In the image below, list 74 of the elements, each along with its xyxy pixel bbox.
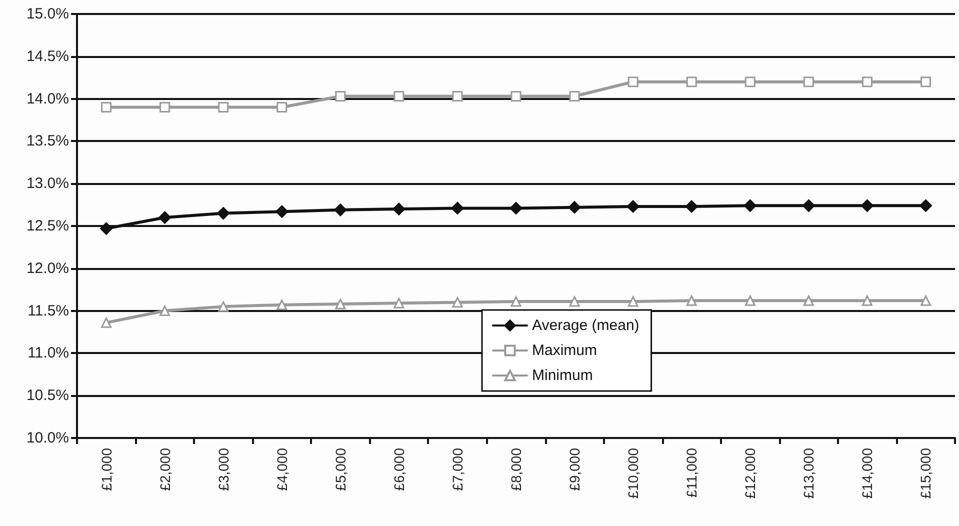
y-tick-label: 13.0%	[26, 175, 69, 192]
x-tick-label: £3,000	[215, 448, 232, 491]
x-tick-label: £1,000	[98, 448, 114, 491]
point	[160, 306, 170, 316]
point	[628, 76, 638, 88]
x-tick-label: £12,000	[742, 448, 758, 499]
point	[744, 295, 756, 306]
point	[510, 296, 522, 307]
point	[452, 91, 463, 102]
point	[335, 298, 346, 310]
point	[452, 297, 463, 308]
y-tick-label: 15.0%	[26, 6, 69, 22]
point	[628, 296, 638, 307]
legend-label: Average (mean)	[532, 317, 640, 334]
point	[802, 199, 815, 212]
y-tick-label: 10.5%	[26, 387, 69, 404]
point	[686, 76, 697, 88]
y-tick-label: 11.0%	[28, 344, 69, 362]
x-tick-label: £6,000	[390, 448, 407, 491]
point	[100, 222, 113, 235]
x-tick-label: £11,000	[684, 448, 700, 498]
x-tick-label: £5,000	[332, 448, 348, 491]
y-tick-label: 14.0%	[26, 90, 69, 108]
point	[218, 301, 229, 312]
point	[919, 199, 932, 212]
point	[568, 201, 581, 214]
point	[744, 76, 756, 88]
point	[744, 199, 756, 212]
x-tick-label: £13,000	[800, 448, 817, 499]
y-tick-label: 11.5%	[28, 302, 69, 320]
y-tick-label: 13.5%	[26, 132, 69, 150]
point	[158, 211, 172, 224]
point	[394, 91, 404, 102]
x-tick-label: £14,000	[859, 448, 876, 499]
x-tick-label: £4,000	[274, 448, 290, 491]
x-tick-label: £8,000	[508, 448, 524, 491]
point	[862, 295, 872, 306]
x-tick-label: £9,000	[566, 448, 583, 491]
point	[334, 204, 347, 216]
point	[394, 298, 404, 308]
x-tick-label: £15,000	[918, 448, 934, 499]
point	[451, 202, 464, 214]
point	[101, 317, 112, 328]
legend-label: Maximum	[532, 342, 598, 359]
point	[276, 205, 288, 218]
point	[686, 295, 697, 306]
point	[510, 91, 522, 102]
point	[860, 199, 874, 212]
point	[569, 91, 580, 102]
point	[392, 202, 406, 216]
legend-label: Minimum	[532, 367, 593, 384]
point	[803, 76, 814, 88]
point	[218, 102, 229, 113]
y-tick-label: 12.5%	[26, 218, 69, 234]
y-tick-label: 12.0%	[26, 260, 69, 277]
x-tick-label: £10,000	[625, 448, 642, 499]
point	[510, 202, 522, 214]
y-tick-label: 14.5%	[26, 48, 69, 65]
point	[217, 207, 230, 220]
point	[276, 300, 288, 310]
point	[335, 91, 346, 102]
point	[160, 102, 170, 113]
point	[569, 296, 580, 307]
point	[101, 102, 112, 113]
point	[920, 295, 931, 306]
x-tick-label: £7,000	[449, 448, 466, 491]
point	[862, 76, 872, 88]
x-tick-label: £2,000	[156, 448, 173, 491]
y-tick-label: 10.0%	[26, 430, 69, 446]
point	[803, 295, 814, 306]
point	[626, 200, 640, 213]
point	[685, 200, 698, 213]
point	[920, 76, 931, 88]
point	[276, 102, 288, 113]
